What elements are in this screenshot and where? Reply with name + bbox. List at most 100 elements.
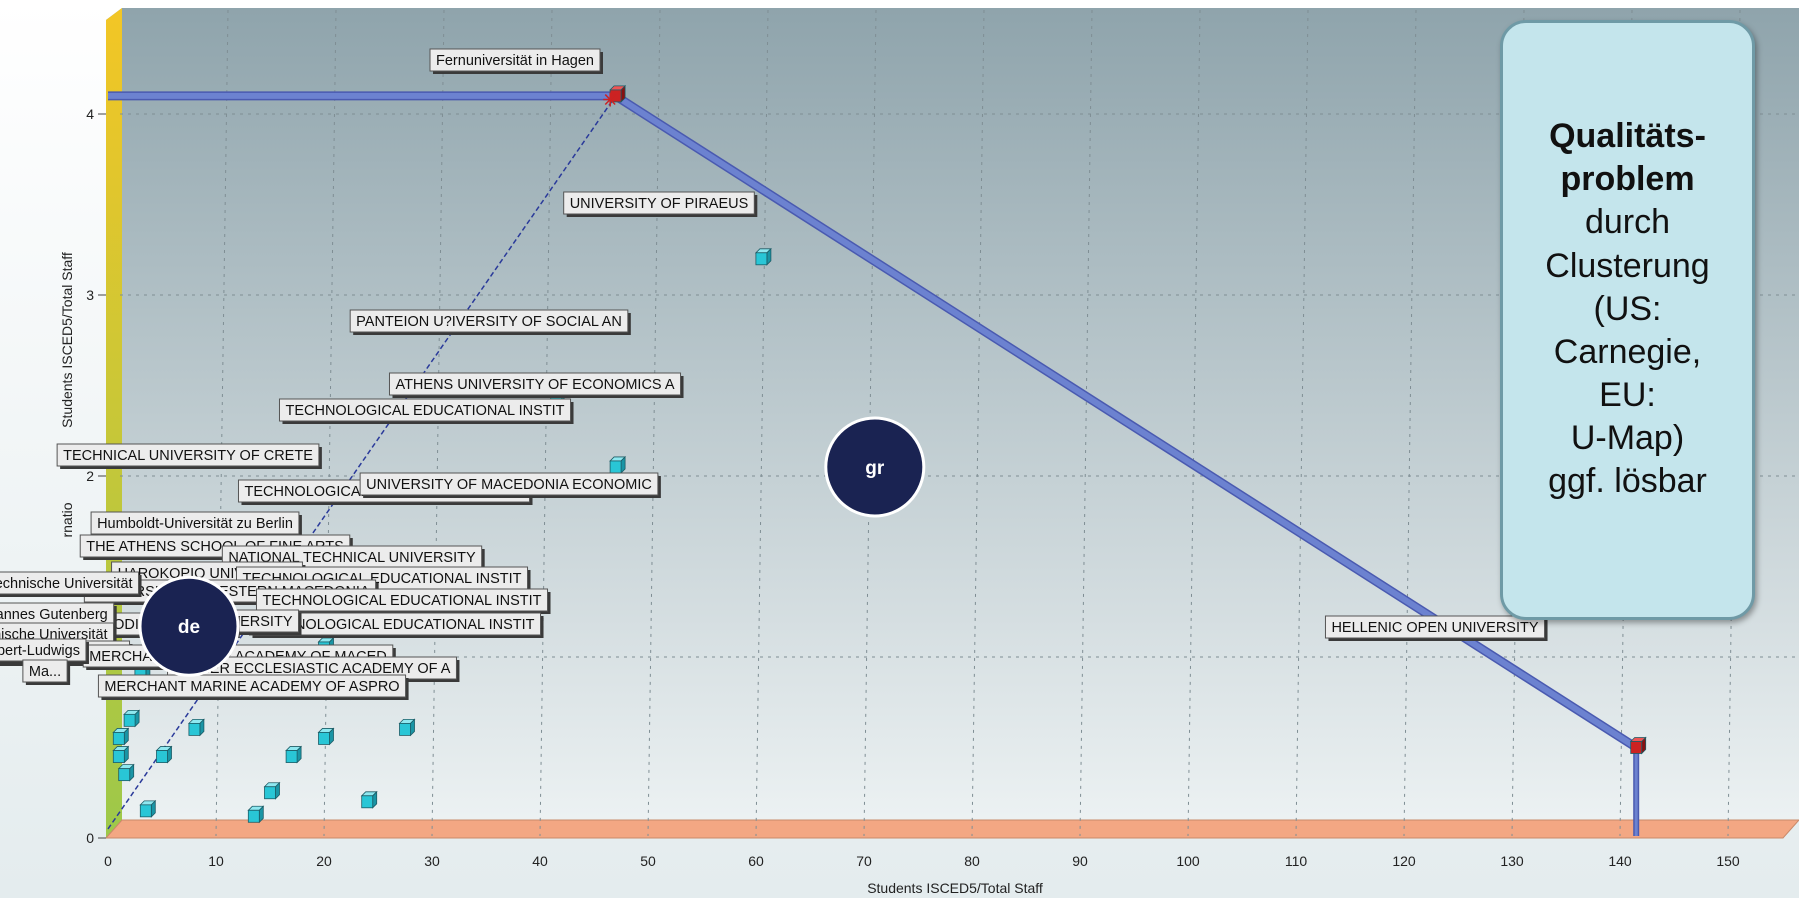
point-cube-front — [399, 723, 411, 736]
star-ray — [604, 94, 616, 106]
grid-line-x — [1403, 9, 1417, 837]
point-label-text: PANTEION U?IVERSITY OF SOCIAL AN — [356, 314, 622, 330]
point-label: Albert-Ludwigs — [0, 638, 89, 664]
point-label-box — [90, 511, 300, 535]
point-cube-front — [118, 768, 131, 782]
callout-line-6: Carnegie, — [1553, 332, 1702, 371]
point-label-box — [22, 659, 68, 683]
point-label: Fernuniversität in Hagen — [429, 48, 603, 74]
point-cube-front — [156, 750, 168, 763]
data-point — [317, 727, 335, 746]
point-cube-front — [361, 795, 374, 809]
point-label-text: TECHNOLOGICAL EDUCATIONAL INSTIT — [285, 403, 564, 419]
point-label: HELLENIC OPEN UNIVERSITY — [1324, 615, 1548, 641]
cluster-label: de — [178, 617, 200, 638]
point-label-text: TECHNOLOGICAL EDUCATIONAL INSTIT — [262, 593, 541, 609]
point-cube-front — [318, 732, 330, 745]
point-label-box — [429, 48, 601, 72]
data-points: Fernuniversität in Hagen UNIVERSITY OF PI… — [0, 48, 1647, 824]
chart-floor — [104, 819, 1799, 839]
point-cube-front — [264, 786, 276, 800]
point-label-box — [563, 191, 755, 215]
y-tick-label: 3 — [86, 287, 94, 303]
point-cube-front — [1630, 741, 1643, 754]
grid-line-x — [863, 9, 877, 837]
point-cube-front — [755, 252, 768, 266]
grid-line-x — [647, 9, 661, 837]
projection-star-marker — [603, 92, 618, 107]
data-point — [155, 745, 173, 764]
point-label: TECHNOLOGICAL EDUCATIONAL INSTIT — [248, 612, 544, 638]
point-label: UNIVERSITY OF MACEDONIA ECONOMIC — [359, 472, 661, 498]
data-point — [285, 745, 303, 764]
x-tick-label: 120 — [1392, 853, 1416, 869]
grid-line-x — [1295, 9, 1309, 837]
data-point — [247, 805, 265, 824]
data-point — [609, 455, 627, 474]
point-label-text: MERCHANT MARINE ACADEMY OF ASPRO — [104, 679, 399, 695]
grid-line-x — [755, 9, 769, 837]
cluster-label: gr — [865, 458, 885, 479]
grid-line-x — [1079, 9, 1093, 837]
chart-left-wall — [106, 8, 122, 838]
cluster-circle — [824, 416, 926, 518]
point-label-text: HELLENIC OPEN UNIVERSITY — [1331, 620, 1538, 636]
callout-line-5: (US: — [1593, 289, 1662, 328]
point-label: Ma... — [22, 659, 71, 685]
point-cube-front — [609, 460, 622, 474]
x-tick-label: 10 — [208, 853, 224, 869]
callout-line-2: problem — [1560, 160, 1695, 199]
y-tick-label: 0 — [86, 830, 94, 846]
point-label-box — [1324, 615, 1546, 639]
y-axis-title-fragment: rnatio — [59, 502, 75, 537]
point-label-text: Ma... — [29, 664, 61, 680]
data-point — [117, 763, 135, 782]
point-label-box — [278, 398, 572, 422]
x-tick-label: 0 — [104, 853, 112, 869]
point-label-box — [359, 472, 659, 496]
data-point — [1629, 736, 1647, 755]
projection-ray — [107, 95, 617, 830]
point-label-text: UNIVERSITY OF PIRAEUS — [570, 196, 749, 212]
y-tick-label: 2 — [86, 468, 94, 484]
point-label: TECHNOLOGICAL EDUCATIONAL INSTIT — [255, 588, 551, 614]
callout-line-8: U-Map) — [1570, 419, 1685, 458]
cluster-marker: gr — [824, 416, 926, 518]
data-point — [398, 718, 416, 737]
point-label-box — [97, 674, 407, 698]
x-tick-label: 150 — [1716, 853, 1740, 869]
grid-line-x — [971, 9, 985, 837]
point-label-text: Technische Universität — [0, 576, 133, 592]
data-point — [609, 84, 627, 103]
data-point — [754, 247, 772, 266]
point-cube-front — [123, 713, 136, 727]
point-cube-front — [112, 732, 125, 745]
data-point — [112, 727, 130, 746]
data-point — [123, 709, 141, 728]
point-cube-front — [139, 804, 152, 818]
point-label-text: Fernuniversität in Hagen — [436, 53, 594, 69]
grid-line-x — [431, 9, 445, 837]
cluster-circle — [138, 575, 240, 677]
callout-line-7: EU: — [1599, 376, 1656, 415]
x-tick-label: 20 — [316, 853, 332, 869]
callout-line-1: Qualitäts- — [1549, 117, 1706, 155]
x-tick-label: 140 — [1608, 853, 1632, 869]
point-label: PANTEION U?IVERSITY OF SOCIAL AN — [349, 309, 631, 335]
grid-line-x — [539, 9, 553, 837]
point-label: TECHNOLOGICAL EDUCATIONAL INSTIT — [278, 398, 574, 424]
point-label: MERCHANT MARINE ACADEMY OF ASPRO — [97, 674, 409, 700]
point-label-text: TECHNOLOGICAL EDUCATIONAL INSTIT — [255, 617, 534, 633]
point-label-text: Humboldt-Universität zu Berlin — [97, 516, 293, 532]
x-tick-label: 70 — [856, 853, 872, 869]
x-tick-label: 130 — [1500, 853, 1524, 869]
callout-line-9: ggf. lösbar — [1548, 462, 1707, 501]
point-label: Technische Universität — [0, 571, 142, 597]
data-point — [139, 799, 157, 818]
cluster-marker: de — [138, 575, 240, 677]
point-label-text: Albert-Ludwigs — [0, 643, 80, 659]
point-label-box — [349, 309, 629, 333]
cluster-markers: gr de — [138, 416, 926, 677]
